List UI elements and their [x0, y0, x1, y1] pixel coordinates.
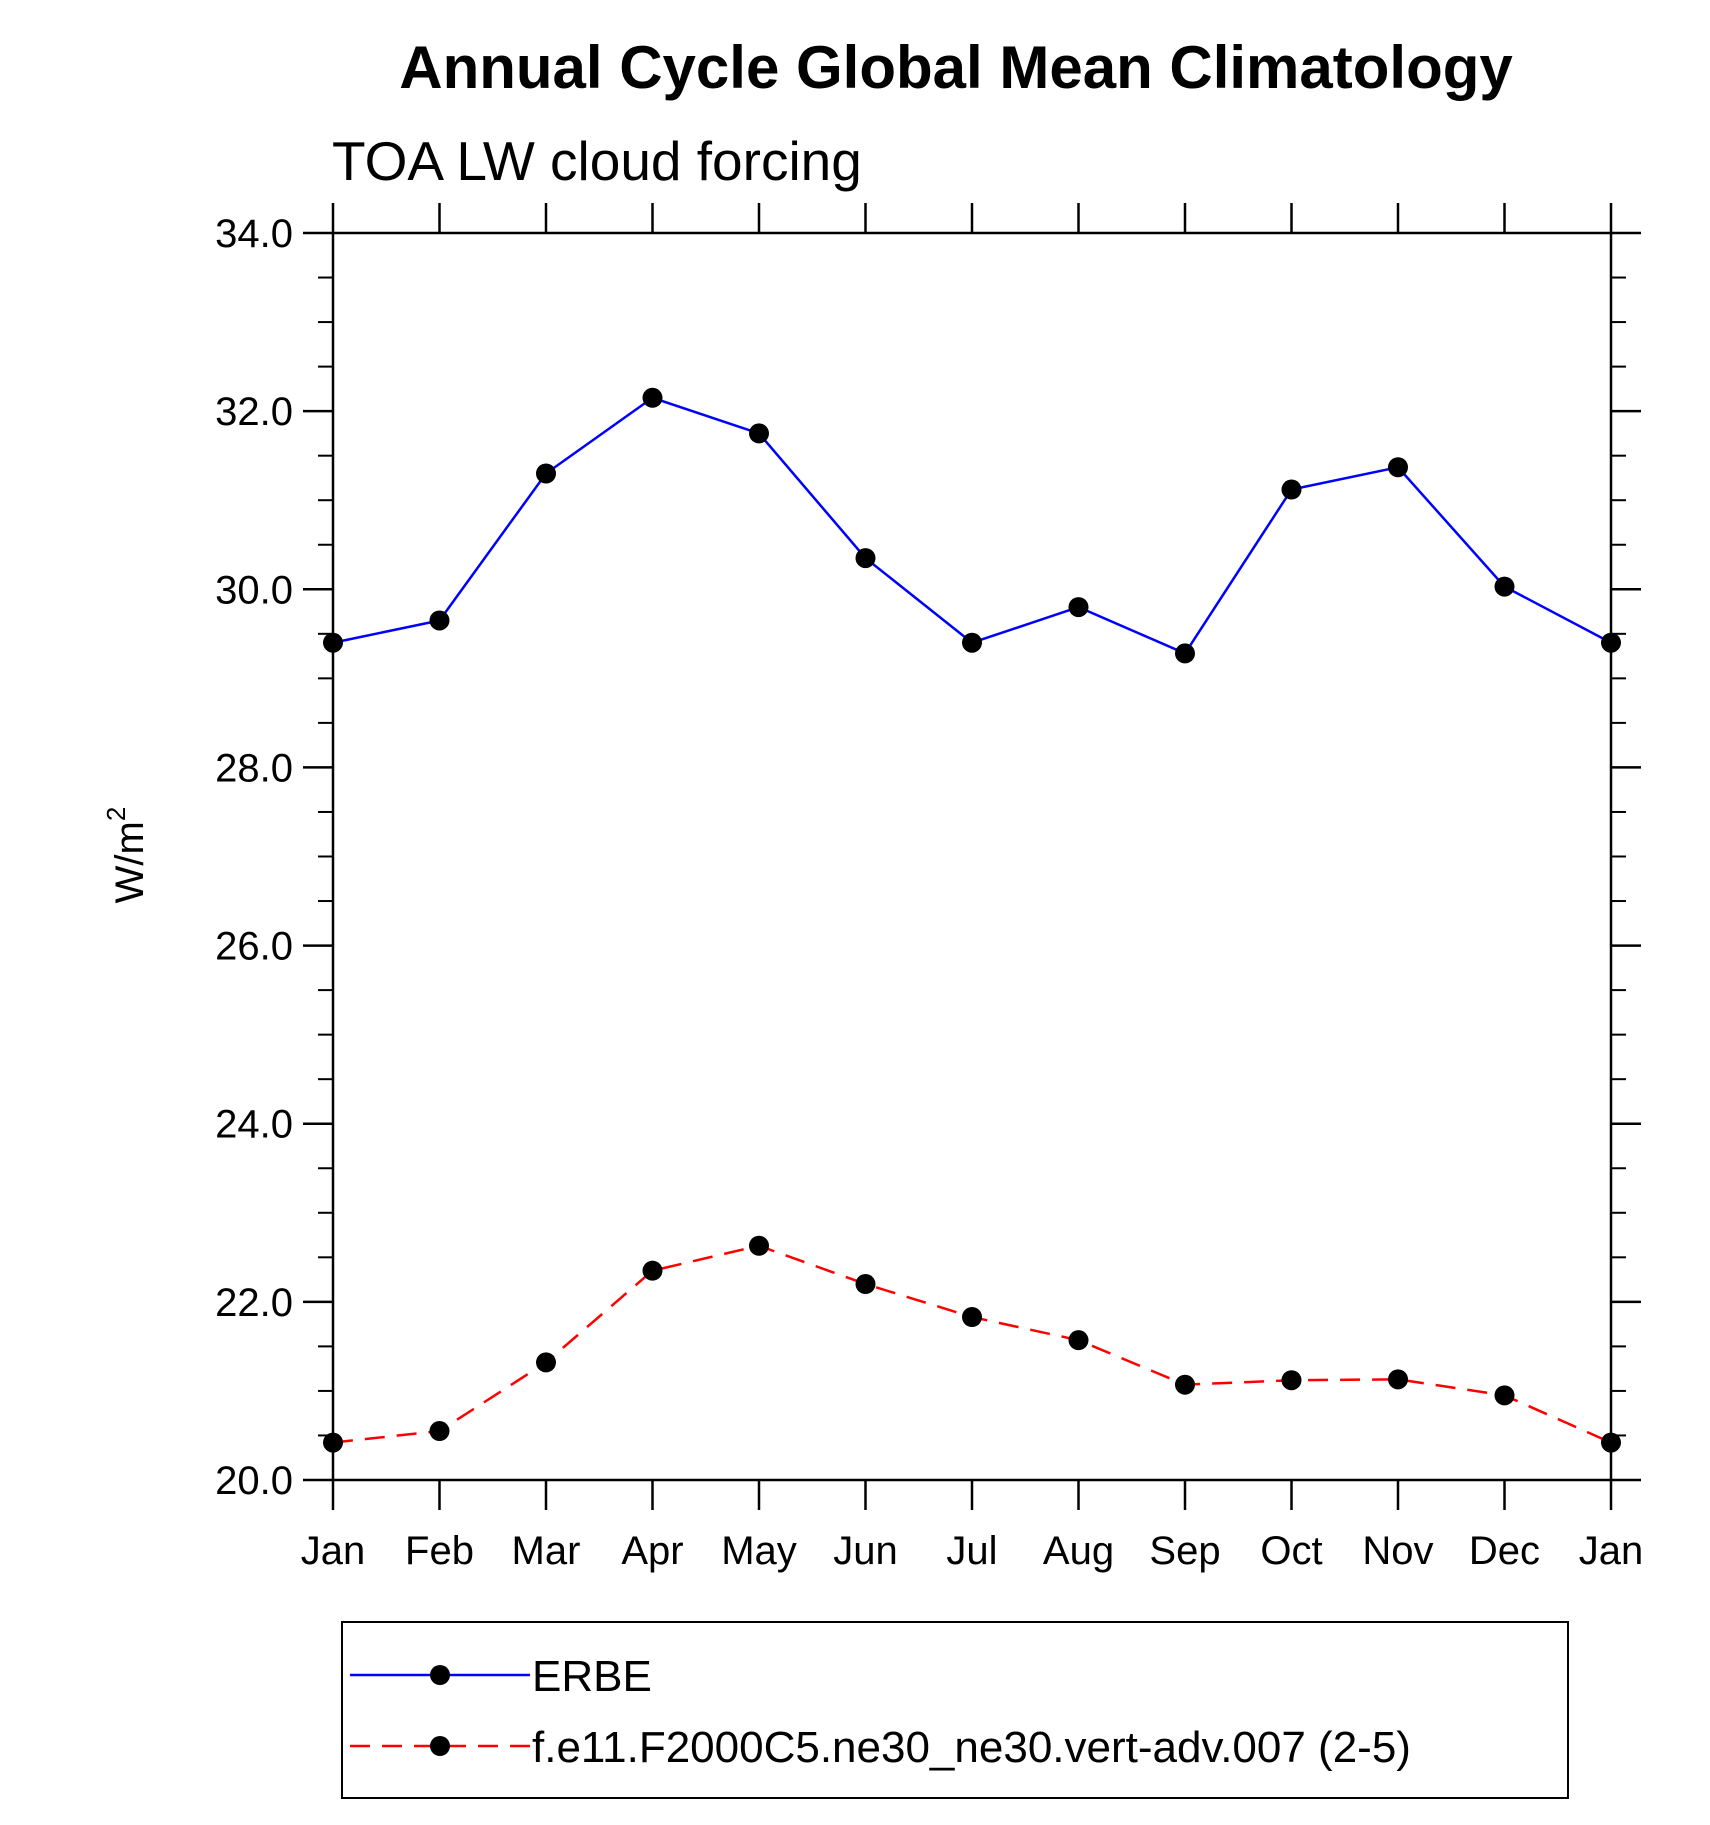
- x-tick-label: Jul: [946, 1529, 997, 1573]
- data-point: [1388, 457, 1408, 478]
- data-point: [855, 1274, 876, 1295]
- axes: 20.0 22.0 24.0 26.0 28.0 30.0 32.0 34.0 Jan Feb Ma…: [215, 203, 1643, 1573]
- data-point: [1175, 643, 1195, 664]
- data-point: [749, 1235, 769, 1256]
- data-point: [749, 423, 769, 444]
- svg-text:W/m2: W/m2: [101, 807, 152, 904]
- data-point: [323, 632, 343, 653]
- y-axis-label-superscript: 2: [101, 807, 131, 821]
- x-tick-label: Jan: [301, 1529, 366, 1573]
- chart-title: Annual Cycle Global Mean Climatology: [399, 34, 1513, 101]
- data-point: [1601, 1432, 1621, 1453]
- data-point: [536, 463, 556, 484]
- data-point: [962, 632, 982, 653]
- plot-frame: [331, 231, 1613, 1482]
- y-tick-label: 26.0: [215, 925, 293, 969]
- x-tick-label: Mar: [512, 1529, 581, 1573]
- data-point: [855, 548, 876, 569]
- data-point: [1175, 1374, 1195, 1395]
- data-point: [536, 1352, 556, 1373]
- y-tick-label: 24.0: [215, 1103, 293, 1147]
- legend-box: [341, 1621, 1569, 1799]
- legend-marker-2: [430, 1736, 450, 1756]
- data-point: [1068, 597, 1089, 618]
- x-tick-label: Nov: [1362, 1529, 1433, 1573]
- x-tick-label: Sep: [1149, 1529, 1220, 1573]
- x-tick-label: Dec: [1469, 1529, 1540, 1573]
- y-tick-label: 34.0: [215, 212, 293, 256]
- x-tick-label: Feb: [405, 1529, 474, 1573]
- series-1: [323, 387, 1621, 664]
- x-tick-label: Apr: [621, 1529, 683, 1573]
- y-tick-label: 32.0: [215, 390, 293, 434]
- series-2: [323, 1235, 1621, 1453]
- data-point: [1281, 1370, 1302, 1391]
- series-line: [332, 1244, 1612, 1444]
- y-axis-label-text: W/m: [108, 821, 152, 903]
- x-tick-label: Jun: [833, 1529, 898, 1573]
- x-tick-label: Aug: [1043, 1529, 1114, 1573]
- data-point: [1068, 1330, 1089, 1351]
- data-point: [1281, 479, 1302, 500]
- legend-label-2: f.e11.F2000C5.ne30_ne30.vert-adv.007 (2-…: [532, 1723, 1411, 1772]
- chart-subtitle: TOA LW cloud forcing: [332, 130, 862, 192]
- plot-series: [323, 387, 1621, 1453]
- legend-marker-1: [430, 1665, 450, 1685]
- y-tick-label: 22.0: [215, 1281, 293, 1325]
- data-point: [642, 387, 663, 408]
- data-point: [1388, 1369, 1408, 1390]
- data-point: [1494, 576, 1515, 597]
- data-point: [1601, 632, 1621, 653]
- x-tick-label: Oct: [1260, 1529, 1322, 1573]
- data-point: [323, 1432, 343, 1453]
- y-axis-label: W/m2: [101, 807, 152, 904]
- x-tick-label: Jan: [1579, 1529, 1644, 1573]
- series-line: [332, 396, 1612, 655]
- legend: ERBE f.e11.F2000C5.ne30_ne30.vert-adv.007…: [341, 1621, 1569, 1799]
- y-tick-label: 20.0: [215, 1459, 293, 1503]
- data-point: [429, 610, 450, 631]
- y-tick-label: 30.0: [215, 568, 293, 612]
- x-tick-label: May: [721, 1529, 797, 1573]
- data-point: [429, 1421, 450, 1442]
- data-point: [642, 1260, 663, 1281]
- data-point: [1494, 1385, 1515, 1406]
- y-tick-label: 28.0: [215, 746, 293, 790]
- legend-label-1: ERBE: [532, 1652, 652, 1701]
- data-point: [962, 1306, 982, 1327]
